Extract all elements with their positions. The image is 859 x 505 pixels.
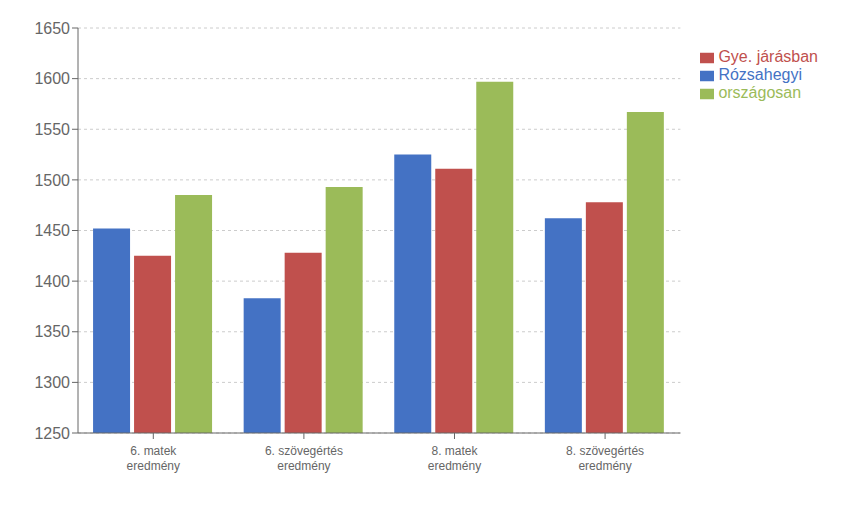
svg-text:1600: 1600: [34, 70, 70, 87]
svg-text:1450: 1450: [34, 222, 70, 239]
svg-text:1350: 1350: [34, 323, 70, 340]
html-text:Gye. járásban: Gye. járásban: [718, 48, 818, 65]
svg-text:1550: 1550: [34, 121, 70, 138]
svg-text:1300: 1300: [34, 374, 70, 391]
html-text:Rózsahegyi: Rózsahegyi: [718, 66, 802, 83]
svg-text:8. matekeredmény: 8. matekeredmény: [428, 444, 481, 473]
svg-text:1250: 1250: [34, 425, 70, 442]
svg-text:6. matekeredmény: 6. matekeredmény: [127, 444, 180, 473]
html-text:országosan: országosan: [718, 84, 802, 101]
svg-text:1650: 1650: [34, 20, 70, 37]
svg-text:8. szövegértéseredmény: 8. szövegértéseredmény: [566, 444, 644, 473]
svg-text:1500: 1500: [34, 172, 70, 189]
svg-text:6. szövegértéseredmény: 6. szövegértéseredmény: [265, 444, 343, 473]
svg-text:1400: 1400: [34, 273, 70, 290]
